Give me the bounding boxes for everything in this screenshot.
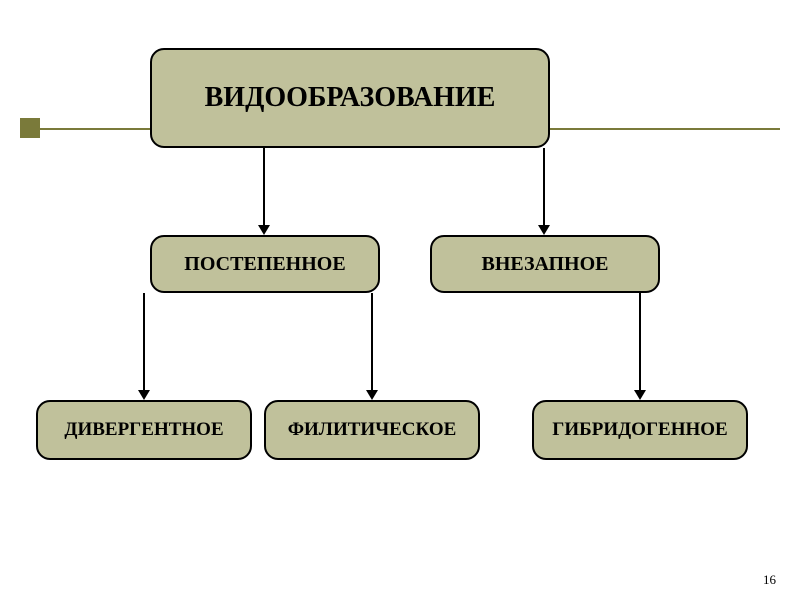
- node-root: ВИДООБРАЗОВАНИЕ: [150, 48, 550, 148]
- page-number: 16: [763, 572, 776, 588]
- arrow-line-1: [543, 148, 545, 225]
- node-right-label: ВНЕЗАПНОЕ: [482, 253, 609, 276]
- node-child-1: ДИВЕРГЕНТНОЕ: [36, 400, 252, 460]
- arrow-head-0: [258, 225, 270, 235]
- arrow-head-2: [138, 390, 150, 400]
- node-left-label: ПОСТЕПЕННОЕ: [184, 253, 345, 276]
- arrow-line-0: [263, 148, 265, 225]
- node-left: ПОСТЕПЕННОЕ: [150, 235, 380, 293]
- arrow-head-4: [634, 390, 646, 400]
- arrow-head-1: [538, 225, 550, 235]
- arrow-line-4: [639, 293, 641, 390]
- node-child-3: ГИБРИДОГЕННОЕ: [532, 400, 748, 460]
- node-child-3-label: ГИБРИДОГЕННОЕ: [552, 419, 727, 441]
- node-child-1-label: ДИВЕРГЕНТНОЕ: [64, 419, 223, 441]
- arrow-line-2: [143, 293, 145, 390]
- node-root-label: ВИДООБРАЗОВАНИЕ: [205, 82, 496, 114]
- arrow-line-3: [371, 293, 373, 390]
- slide: ВИДООБРАЗОВАНИЕ ПОСТЕПЕННОЕ ВНЕЗАПНОЕ ДИ…: [0, 0, 800, 600]
- arrow-head-3: [366, 390, 378, 400]
- node-right: ВНЕЗАПНОЕ: [430, 235, 660, 293]
- node-child-2-label: ФИЛИТИЧЕСКОЕ: [288, 419, 457, 441]
- node-child-2: ФИЛИТИЧЕСКОЕ: [264, 400, 480, 460]
